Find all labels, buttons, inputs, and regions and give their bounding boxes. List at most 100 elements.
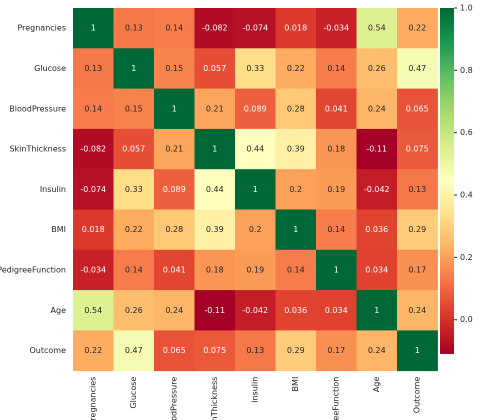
heatmap-cell (316, 128, 357, 170)
cell-value-label: 0.33 (125, 185, 143, 194)
heatmap-cell (316, 169, 357, 210)
heatmap-cell (235, 88, 276, 130)
cell-value-label: 0.22 (408, 24, 426, 33)
cell-value-label: 1 (131, 64, 136, 73)
cell-value-label: -0.082 (202, 24, 228, 33)
heatmap-cell (356, 48, 398, 89)
heatmap-cell (356, 128, 398, 170)
heatmap-cell (275, 330, 317, 372)
x-tick-label: igreeFunction (332, 377, 341, 420)
x-tick-labels: Pregnancies Glucose BloodPressure SkinThick… (89, 377, 422, 420)
y-tick-label: esPedigreeFunction (0, 265, 66, 274)
cell-value-label: 0.44 (246, 145, 264, 154)
heatmap-cell (194, 209, 236, 251)
cell-value-label: -0.034 (80, 265, 106, 274)
cell-value-label: 0.018 (82, 225, 105, 234)
cell-value-label: 0.034 (325, 306, 348, 315)
heatmap-cell (113, 209, 155, 251)
cell-value-label: 0.057 (122, 145, 145, 154)
x-tick-label: Outcome (413, 377, 422, 414)
heatmap-cell (73, 8, 114, 49)
y-tick-label: BMI (51, 225, 66, 234)
cell-value-label: -0.042 (364, 185, 390, 194)
cell-value-label: 0.14 (125, 265, 143, 274)
heatmap-cell (316, 8, 357, 49)
cell-value-label: 0.057 (203, 64, 226, 73)
heatmap-cell (194, 169, 236, 210)
cell-value-label: 0.13 (125, 24, 143, 33)
cell-value-label: 0.24 (408, 306, 426, 315)
cell-value-label: 0.24 (368, 346, 386, 355)
colorbar-tick-label: 0.4 (460, 191, 473, 200)
heatmap-cell (235, 48, 276, 89)
heatmap-cell (275, 290, 317, 331)
cell-value-label: 1 (212, 145, 217, 154)
heatmap-cell (356, 249, 398, 291)
heatmap-cell (275, 128, 317, 170)
cell-value-label: 0.19 (327, 185, 345, 194)
x-tick-label: BloodPressure (170, 377, 179, 420)
cell-value-label: 0.15 (165, 64, 183, 73)
cell-value-label: 0.14 (327, 64, 345, 73)
cell-value-label: 0.041 (163, 265, 186, 274)
cell-value-label: 0.19 (246, 265, 264, 274)
heatmap-cell (397, 330, 438, 372)
heatmap-cell (316, 209, 357, 251)
heatmap-cell (275, 249, 317, 291)
colorbar-tick-label: 0.2 (460, 253, 473, 262)
heatmap-cell (275, 169, 317, 210)
cell-value-label: 0.13 (408, 185, 426, 194)
heatmap-cell (73, 48, 114, 89)
heatmap-cell (113, 290, 155, 331)
x-tick-label: Insulin (251, 377, 260, 403)
heatmap-cell (194, 8, 236, 49)
heatmap-cell (194, 128, 236, 170)
cell-value-label: 0.28 (287, 104, 305, 113)
heatmap-cell (154, 290, 195, 331)
cell-value-label: 0.26 (368, 64, 386, 73)
heatmap-cell (154, 8, 195, 49)
cell-value-label: 0.036 (284, 306, 307, 315)
heatmap-cell (235, 128, 276, 170)
heatmap-cell (154, 209, 195, 251)
heatmap-cell (73, 88, 114, 130)
cell-value-label: 0.18 (206, 265, 224, 274)
y-tick-label: Glucose (34, 64, 66, 73)
cell-value-label: 0.14 (165, 24, 183, 33)
heatmap-cell (113, 249, 155, 291)
cell-value-label: 0.33 (246, 64, 264, 73)
heatmap-cell (397, 128, 438, 170)
heatmap-cell (154, 48, 195, 89)
heatmap-cell (397, 249, 438, 291)
y-tick-labels: Pregnancies Glucose BloodPressure SkinThick… (0, 24, 66, 355)
heatmap-cell (113, 48, 155, 89)
cell-value-label: 0.22 (84, 346, 102, 355)
x-tick-label: Glucose (129, 377, 138, 409)
cell-value-label: 1 (253, 185, 258, 194)
colorbar-tick-label: 0.6 (460, 128, 473, 137)
cell-value-label: 0.13 (84, 64, 102, 73)
heatmap-cell (356, 290, 398, 331)
heatmap-cell (113, 8, 155, 49)
y-tick-label: Insulin (40, 185, 66, 194)
heatmap-cell (316, 249, 357, 291)
heatmap-cell (397, 48, 438, 89)
cell-value-label: 0.17 (327, 346, 345, 355)
heatmap-cells: 1 0.13 0.14 -0.082 -0.074 0.018 -0.034 0.54 0.22… (73, 8, 438, 372)
cell-value-label: 0.089 (163, 185, 186, 194)
heatmap-cell (194, 330, 236, 372)
heatmap-cell (356, 169, 398, 210)
heatmap-cell (154, 169, 195, 210)
x-tick-label: SkinThickness (210, 377, 219, 420)
heatmap-cell (275, 209, 317, 251)
cell-value-label: -0.082 (80, 145, 106, 154)
cell-value-label: 0.13 (246, 346, 264, 355)
heatmap-cell (397, 88, 438, 130)
cell-value-label: 0.26 (125, 306, 143, 315)
cell-value-label: 1 (172, 104, 177, 113)
heatmap-cell (113, 330, 155, 372)
heatmap-cell (154, 330, 195, 372)
cell-value-label: 1 (293, 225, 298, 234)
heatmap-cell (73, 249, 114, 291)
